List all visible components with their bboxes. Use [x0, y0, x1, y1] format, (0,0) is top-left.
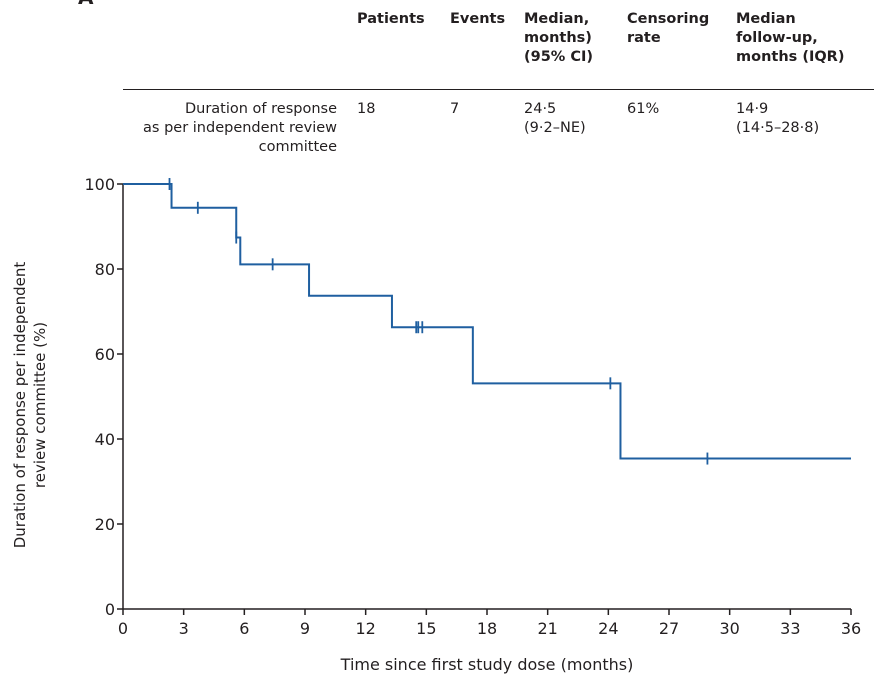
x-tick-label: 0: [118, 619, 128, 638]
x-tick-label: 27: [659, 619, 679, 638]
x-tick-label: 12: [355, 619, 375, 638]
y-tick-label: 20: [95, 515, 115, 534]
chart: Time since first study dose (months) 0 20…: [0, 0, 874, 687]
y-tick-label: 0: [105, 600, 115, 619]
y-tick-label: 60: [95, 345, 115, 364]
x-tick-label: 30: [719, 619, 739, 638]
x-tick-label: 33: [780, 619, 800, 638]
x-tick-label: 9: [300, 619, 310, 638]
x-tick-label: 21: [537, 619, 557, 638]
x-tick-label: 18: [477, 619, 497, 638]
x-tick-label: 36: [841, 619, 861, 638]
x-tick-label: 24: [598, 619, 618, 638]
x-axis-label: Time since first study dose (months): [340, 655, 634, 674]
x-tick-label: 6: [239, 619, 249, 638]
x-tick-label: 15: [416, 619, 436, 638]
y-tick-label: 100: [84, 175, 115, 194]
y-tick-label: 80: [95, 260, 115, 279]
survival-curve: [123, 184, 851, 459]
page: A Patients Events Median, months) (95% C…: [0, 0, 874, 687]
y-tick-label: 40: [95, 430, 115, 449]
x-tick-label: 3: [179, 619, 189, 638]
